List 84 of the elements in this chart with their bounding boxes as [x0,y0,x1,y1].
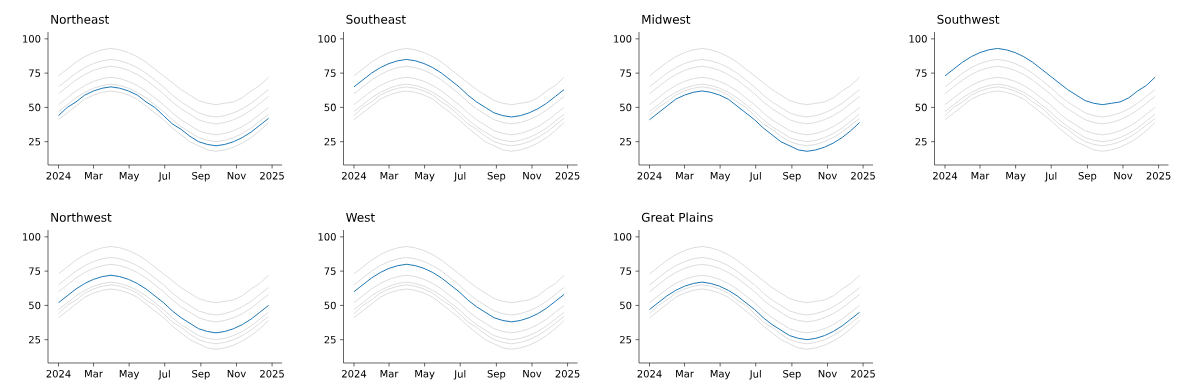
x-tick-label: Jul [453,370,466,380]
x-tick-label: Nov [227,172,246,180]
x-tick-label: 2024 [637,370,662,378]
x-tick-label: Nov [1114,172,1133,180]
y-tick-label: 50 [324,103,336,112]
y-tick-label: 75 [324,267,336,275]
x-tick-label: 2024 [933,172,958,180]
y-tick-label: 50 [324,301,336,310]
x-tick-label: Jul [749,370,761,380]
y-tick-label: 75 [324,69,336,77]
x-tick-label: 2024 [342,370,367,378]
x-tick-label: Mar [380,370,399,378]
y-tick-label: 100 [318,233,336,241]
x-tick-label: 2025 [555,370,580,378]
y-tick-label: 50 [620,103,632,112]
x-tick-label: Mar [676,172,694,180]
y-tick-label: 25 [29,137,41,146]
x-tick-label: Sep [487,172,506,182]
x-tick-label: Jul [158,172,170,182]
x-tick-label: Nov [818,172,837,180]
x-tick-label: 2025 [851,172,875,180]
x-tick-label: 2025 [851,370,875,378]
x-tick-label: 2025 [260,370,284,378]
x-tick-label: Jul [158,370,170,380]
y-tick-label: 75 [29,267,41,275]
chart-title: Southeast [346,14,406,24]
y-tick-label: 75 [29,69,41,77]
x-tick-label: May [415,370,435,380]
y-tick-label: 25 [324,137,336,146]
x-tick-label: Sep [192,370,210,380]
x-tick-label: Nov [818,370,837,378]
x-tick-label: 2024 [342,172,367,180]
x-tick-label: May [710,370,731,380]
x-tick-label: Mar [380,172,399,180]
x-tick-label: May [710,172,731,182]
x-tick-label: 2025 [555,172,580,180]
x-tick-label: Mar [971,172,990,180]
y-tick-label: 75 [620,69,632,77]
x-tick-label: Sep [1078,172,1097,182]
y-tick-label: 100 [614,233,632,241]
y-tick-label: 25 [620,335,632,344]
x-tick-label: 2024 [46,172,71,180]
x-tick-label: Sep [487,370,506,380]
x-tick-label: 2024 [637,172,662,180]
x-tick-label: Nov [523,172,542,180]
y-tick-label: 75 [620,267,632,275]
y-tick-label: 25 [915,137,927,146]
y-tick-label: 75 [915,69,927,77]
y-tick-label: 100 [23,35,41,43]
x-tick-label: Mar [85,172,103,180]
x-tick-label: Sep [783,172,801,182]
x-tick-label: Nov [227,370,246,378]
y-tick-label: 25 [620,137,632,146]
chart-title: West [346,212,375,222]
y-tick-label: 100 [318,35,336,43]
x-tick-label: Sep [192,172,210,182]
chart-title: Southwest [937,14,1000,24]
x-tick-label: 2024 [46,370,71,378]
chart-title: Midwest [642,14,691,24]
x-tick-label: Jul [1044,172,1057,182]
y-tick-label: 100 [909,35,927,43]
y-tick-label: 100 [614,35,632,43]
chart-title: Northwest [51,212,112,222]
x-tick-label: Mar [676,370,694,378]
x-tick-label: May [119,172,140,182]
x-tick-label: 2025 [260,172,284,180]
y-tick-label: 25 [324,335,336,344]
x-tick-label: 2025 [1146,172,1171,180]
chart-title: Great Plains [641,212,713,222]
x-tick-label: May [415,172,435,182]
x-tick-label: Mar [85,370,103,378]
x-tick-label: Jul [453,172,466,182]
x-tick-label: Nov [523,370,542,378]
y-tick-label: 50 [620,301,632,310]
y-tick-label: 50 [29,301,41,310]
chart-title: Northeast [51,14,109,24]
x-tick-label: Jul [749,172,761,182]
y-tick-label: 50 [29,103,41,112]
x-tick-label: May [119,370,140,380]
x-tick-label: May [1006,172,1026,182]
y-tick-label: 100 [23,233,41,241]
x-tick-label: Sep [783,370,801,380]
y-tick-label: 50 [915,103,927,112]
y-tick-label: 25 [29,335,41,344]
